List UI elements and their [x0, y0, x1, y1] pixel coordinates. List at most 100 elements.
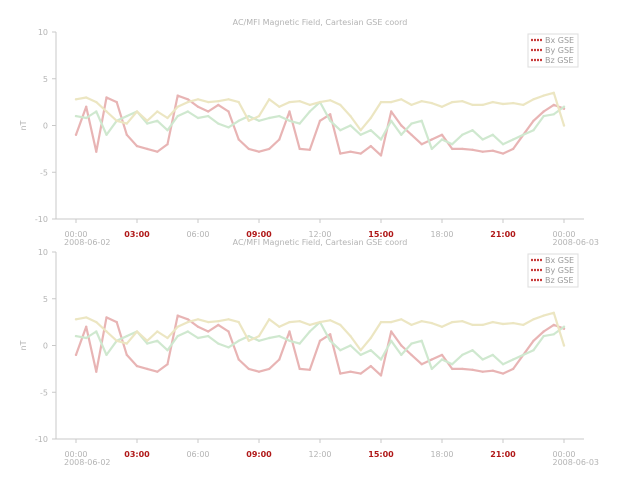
data-point — [430, 101, 433, 105]
data-point — [257, 150, 261, 153]
data-point — [176, 114, 179, 118]
data-point — [288, 119, 291, 123]
data-point — [329, 333, 332, 336]
data-point — [359, 133, 362, 136]
data-point — [359, 353, 362, 357]
data-point — [349, 150, 352, 153]
data-point — [186, 110, 189, 113]
series-line — [74, 314, 566, 377]
data-point — [115, 320, 118, 324]
data-point — [390, 339, 393, 342]
series-bz-gse — [74, 311, 566, 352]
data-point — [278, 325, 281, 328]
data-point — [115, 339, 118, 342]
x-tick-label: 03:00 — [124, 230, 150, 239]
chart-panel-1: AC/MFI Magnetic Field, Cartesian GSE coo… — [19, 18, 599, 247]
data-point — [400, 353, 403, 357]
data-point — [176, 325, 179, 328]
data-point — [288, 339, 291, 342]
data-point — [390, 320, 393, 324]
data-point — [329, 113, 332, 116]
data-point — [451, 367, 454, 371]
data-point — [74, 334, 78, 338]
data-point — [562, 124, 566, 127]
data-point — [227, 346, 230, 349]
data-point — [146, 367, 149, 371]
data-point — [105, 110, 108, 113]
data-point — [410, 103, 413, 107]
data-point — [369, 144, 372, 148]
x-tick-label: 09:00 — [246, 450, 272, 459]
data-point — [217, 320, 220, 323]
data-point — [227, 126, 230, 129]
chart-panel-2: AC/MFI Magnetic Field, Cartesian GSE coo… — [19, 238, 599, 467]
data-point — [105, 330, 108, 333]
x-tick-label: 15:00 — [368, 450, 394, 459]
data-point — [85, 116, 88, 120]
y-tick-label: 0 — [43, 342, 48, 351]
data-point — [481, 150, 484, 153]
x-tick-label: 15:00 — [368, 230, 394, 239]
data-point — [207, 320, 210, 324]
data-point — [74, 133, 78, 136]
data-point — [298, 147, 301, 151]
data-point — [501, 152, 505, 155]
data-point — [552, 333, 555, 336]
data-point — [135, 144, 139, 148]
data-point — [115, 100, 118, 104]
data-point — [379, 358, 383, 361]
data-point — [85, 316, 88, 319]
data-point — [379, 374, 383, 377]
data-point — [390, 110, 393, 113]
data-point — [491, 353, 494, 357]
data-point — [552, 103, 555, 107]
x-tick-label: 00:00 — [64, 450, 87, 459]
data-point — [288, 100, 291, 104]
data-point — [420, 100, 423, 103]
data-point — [359, 349, 362, 352]
data-point — [298, 122, 301, 125]
data-point — [125, 342, 128, 345]
data-point — [329, 99, 332, 102]
data-point — [196, 325, 200, 328]
data-point — [501, 363, 505, 366]
x-tick-label: 00:00 — [64, 230, 87, 239]
y-tick-label: -5 — [40, 388, 48, 397]
data-point — [359, 129, 362, 132]
data-point — [156, 110, 159, 113]
data-point — [85, 336, 88, 340]
legend-label: By GSE — [545, 266, 574, 275]
data-point — [512, 358, 515, 361]
data-point — [420, 119, 423, 123]
legend-label: Bx GSE — [545, 256, 574, 265]
data-point — [430, 358, 433, 361]
data-point — [532, 98, 535, 101]
x-date-start: 2008-06-02 — [64, 238, 111, 247]
data-point — [237, 100, 240, 104]
x-tick-label: 21:00 — [490, 450, 516, 459]
data-point — [532, 318, 535, 321]
data-point — [278, 105, 281, 109]
data-point — [105, 133, 108, 136]
data-point — [196, 98, 200, 101]
data-point — [207, 114, 210, 118]
data-point — [308, 323, 311, 327]
data-point — [125, 133, 128, 136]
data-point — [532, 129, 535, 132]
data-point — [125, 334, 128, 338]
data-point — [268, 367, 271, 371]
data-point — [359, 152, 362, 155]
data-point — [74, 114, 78, 118]
data-point — [237, 320, 240, 324]
y-tick-label: 0 — [43, 122, 48, 131]
series-line — [74, 94, 566, 157]
data-point — [176, 314, 179, 317]
data-point — [461, 133, 464, 136]
data-point — [562, 105, 566, 109]
data-point — [369, 349, 372, 352]
data-point — [227, 98, 230, 101]
data-point — [257, 119, 261, 123]
data-point — [379, 100, 383, 104]
data-point — [105, 353, 108, 357]
